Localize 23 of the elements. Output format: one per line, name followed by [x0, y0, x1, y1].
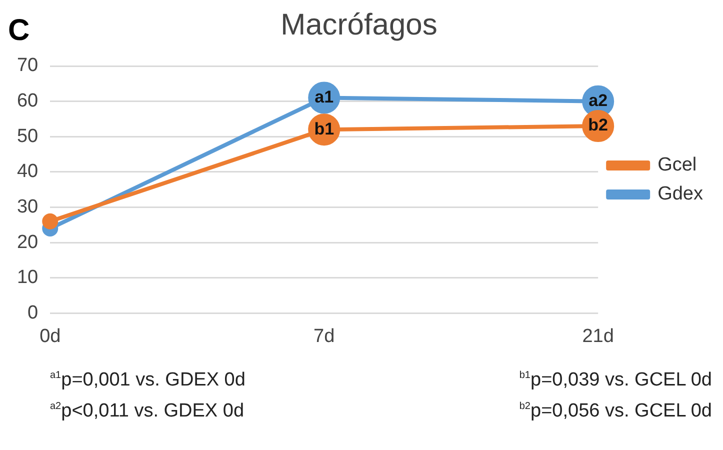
y-tick-label: 40	[16, 161, 38, 182]
y-tick-label: 70	[16, 55, 38, 76]
text: $^{a2}$p<0,011 vs. GDEX 0d	[50, 400, 246, 424]
annotation: a1	[314, 87, 334, 106]
x-tick-label: 21d	[582, 326, 614, 347]
annotation: b2	[588, 116, 608, 135]
text: $^{b1}$p=0,039 vs. GCEL 0d	[519, 368, 712, 392]
y-tick-label: 20	[16, 232, 38, 253]
text: $^{b2}$p=0,056 vs. GCEL 0d	[519, 400, 712, 424]
y-tick-label: 50	[16, 126, 38, 147]
chart-title: Macrófagos	[280, 8, 438, 42]
legend-label: Gcel	[658, 154, 697, 176]
text: C	[8, 14, 30, 48]
y-tick-label: 60	[16, 90, 38, 112]
y-tick-label: 30	[16, 196, 38, 218]
x-tick-label: 0d	[40, 326, 61, 347]
annotation: b1	[314, 119, 334, 138]
annotation: a2	[588, 91, 608, 110]
y-tick-label: 0	[28, 302, 38, 324]
text: $^{a1}$p=0,001 vs. GDEX 0d	[50, 368, 246, 392]
x-tick-label: 7d	[314, 326, 335, 347]
y-tick-label: 10	[16, 267, 38, 288]
legend-label: Gdex	[658, 184, 704, 205]
